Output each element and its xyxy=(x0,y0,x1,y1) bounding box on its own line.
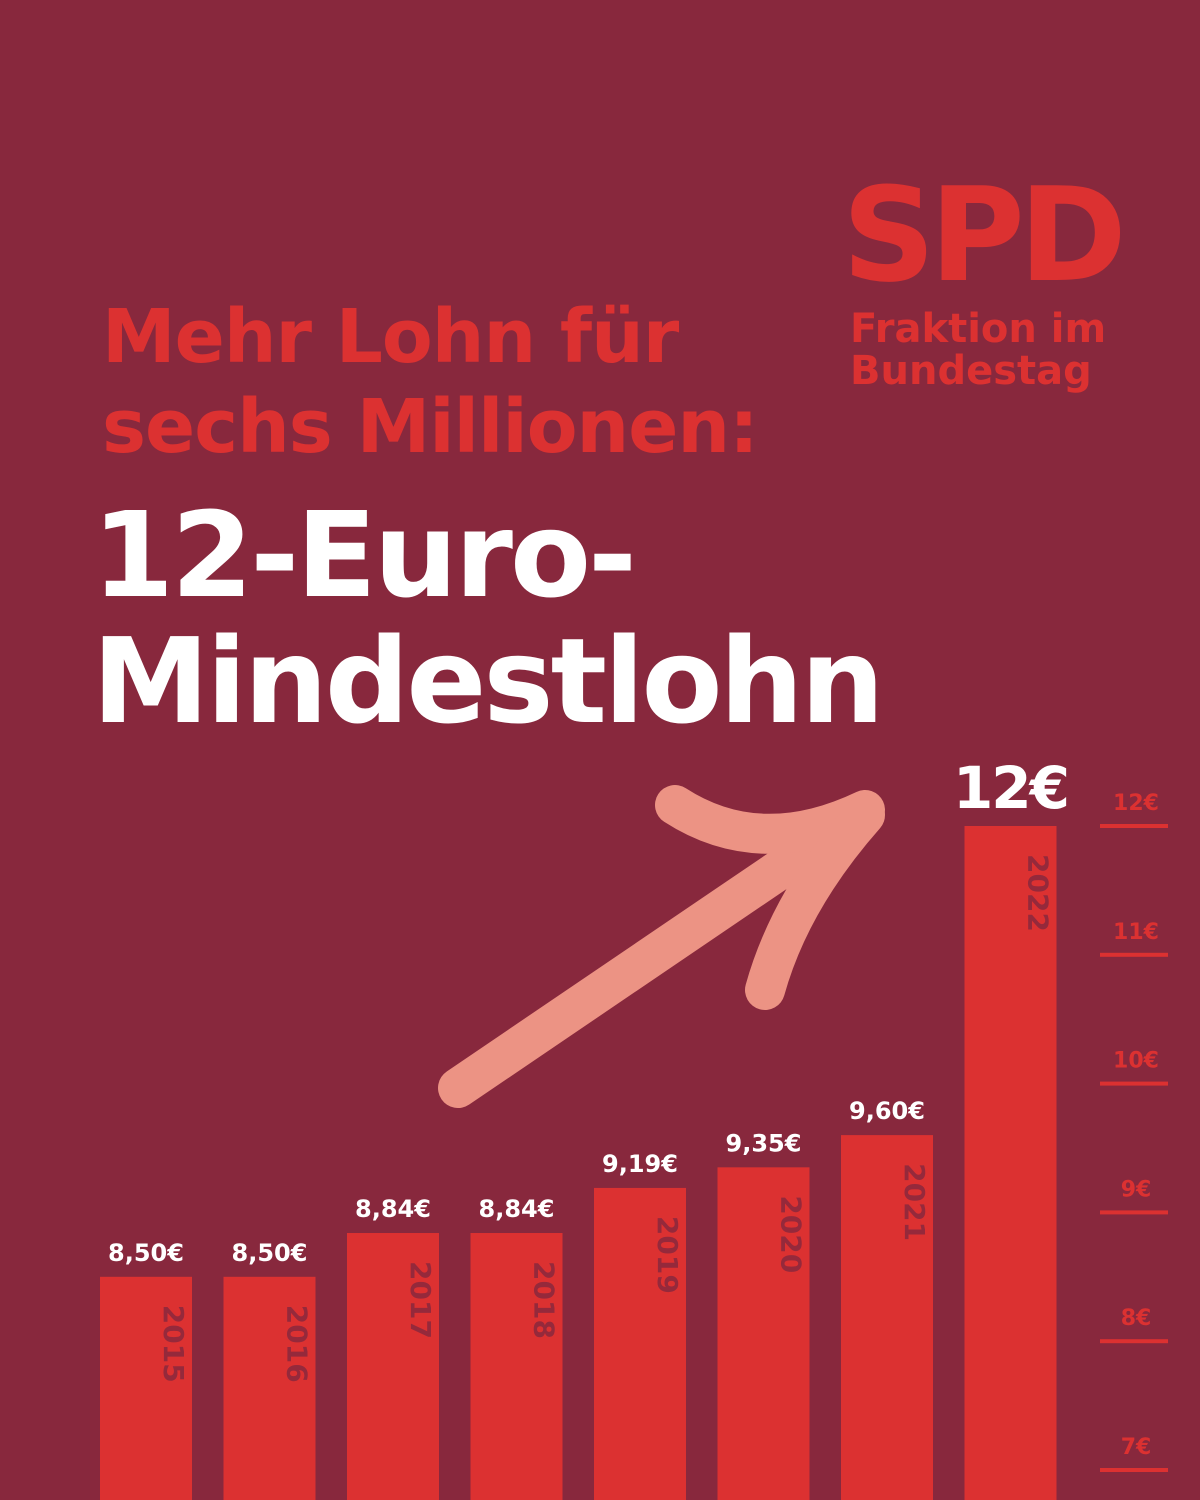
spd-logo: SPD Fraktion im Bundestag xyxy=(842,159,1127,394)
tick-label: 9€ xyxy=(1121,1177,1152,1202)
logo-subline-2: Bundestag xyxy=(850,348,1092,394)
y-tick: 11€ xyxy=(1100,920,1168,957)
tick-label: 8€ xyxy=(1121,1306,1152,1331)
bar-group-2017: 8,84€ 2017 xyxy=(347,1195,439,1500)
bar-group-2015: 8,50€ 2015 xyxy=(100,1239,192,1500)
y-tick: 8€ xyxy=(1100,1306,1168,1344)
bar-year-label: 2019 xyxy=(651,1216,684,1294)
tick-label: 11€ xyxy=(1113,920,1159,945)
y-tick: 7€ xyxy=(1100,1435,1168,1472)
bar-year-label: 2021 xyxy=(898,1163,931,1241)
logo-wordmark: SPD xyxy=(842,159,1127,311)
y-tick: 9€ xyxy=(1100,1177,1168,1215)
bar xyxy=(841,1135,933,1500)
subtitle-line-1: Mehr Lohn für xyxy=(102,294,679,380)
bar xyxy=(964,826,1057,1500)
title-line-1: 12-Euro- xyxy=(92,486,637,624)
bar xyxy=(347,1233,439,1500)
bar-year-label: 2016 xyxy=(281,1305,314,1383)
arrow-icon xyxy=(438,785,885,1108)
tick-line xyxy=(1100,824,1168,828)
page-title: 12-Euro- Mindestlohn xyxy=(92,486,885,750)
tick-line xyxy=(1100,952,1168,957)
title-line-2: Mindestlohn xyxy=(92,612,885,750)
y-tick: 12€ xyxy=(1100,791,1168,828)
bar-value-label: 9,60€ xyxy=(849,1097,925,1125)
tick-label: 7€ xyxy=(1121,1435,1152,1460)
subtitle-line-2: sechs Millionen: xyxy=(102,384,759,470)
y-tick: 10€ xyxy=(1100,1049,1168,1086)
bar xyxy=(223,1276,316,1500)
bar-value-label: 8,84€ xyxy=(355,1195,431,1223)
tick-line xyxy=(1100,1210,1168,1215)
bar-year-label: 2020 xyxy=(775,1195,808,1273)
tick-line xyxy=(1100,1081,1168,1086)
tick-label: 12€ xyxy=(1113,791,1159,816)
bar-group-2021: 9,60€ 2021 xyxy=(841,1097,933,1500)
bar-year-label: 2022 xyxy=(1022,854,1055,932)
tick-label: 10€ xyxy=(1113,1049,1159,1074)
bar xyxy=(470,1233,563,1500)
logo-subline-1: Fraktion im xyxy=(850,306,1107,352)
bar-group-2016: 8,50€ 2016 xyxy=(223,1239,316,1500)
bar-year-label: 2015 xyxy=(157,1305,190,1383)
tick-line xyxy=(1100,1339,1168,1344)
bar-year-label: 2017 xyxy=(404,1261,437,1339)
bar-group-2018: 8,84€ 2018 xyxy=(470,1195,563,1500)
bar-value-label: 8,50€ xyxy=(232,1239,308,1267)
bar-value-label: 8,50€ xyxy=(108,1239,184,1267)
bar-group-2020: 9,35€ 2020 xyxy=(717,1129,810,1500)
subtitle: Mehr Lohn für sechs Millionen: xyxy=(102,292,759,472)
bar-year-label: 2018 xyxy=(528,1261,561,1339)
bar-value-label: 9,35€ xyxy=(726,1129,802,1157)
bar-value-label: 8,84€ xyxy=(479,1195,555,1223)
bar-group-2019: 9,19€ 2019 xyxy=(594,1150,686,1500)
bar-value-label: 9,19€ xyxy=(602,1150,678,1178)
tick-line xyxy=(1100,1468,1168,1472)
bar-group-2022: 12€ 2022 xyxy=(953,754,1070,1500)
bar-value-label: 12€ xyxy=(953,754,1068,822)
bar xyxy=(100,1276,192,1500)
bar xyxy=(717,1167,810,1500)
bar xyxy=(594,1187,686,1500)
